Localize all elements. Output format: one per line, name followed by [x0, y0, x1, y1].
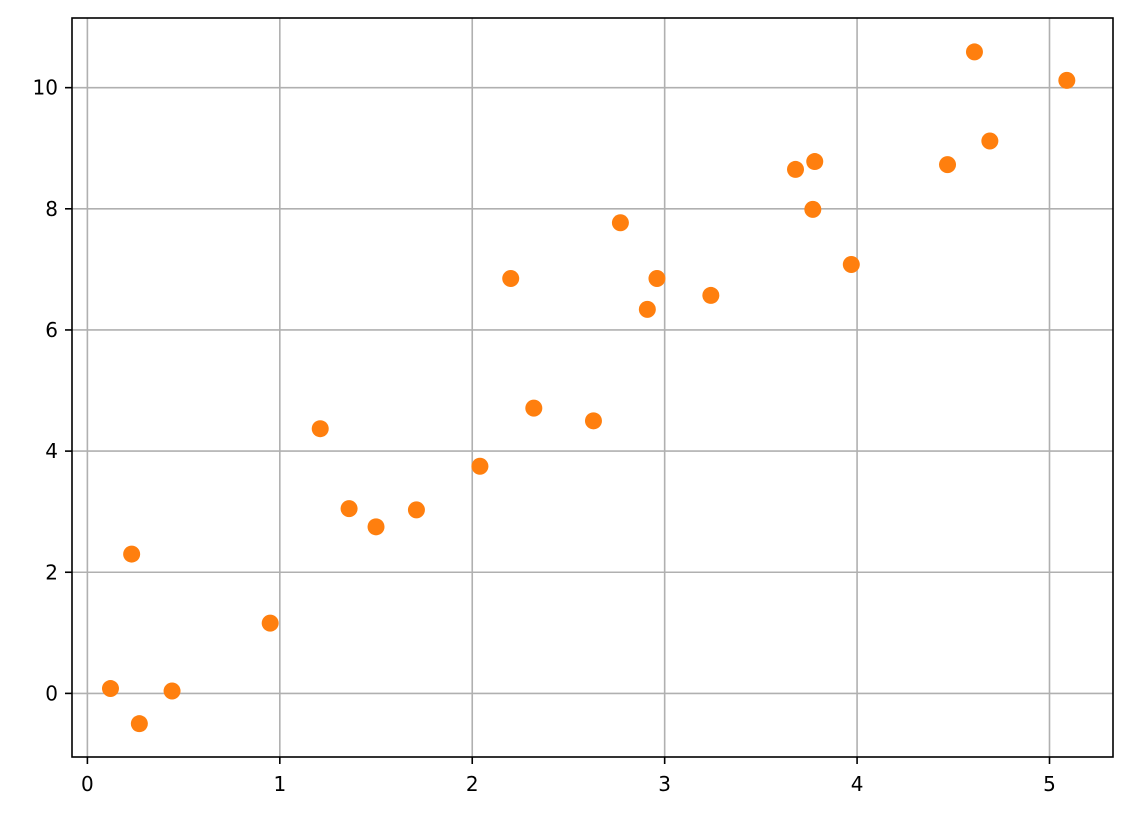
- y-tick-label-5: 10: [33, 76, 58, 100]
- data-point-13: [611, 214, 629, 232]
- data-point-6: [340, 500, 358, 518]
- data-point-5: [311, 420, 329, 438]
- y-tick-label-1: 2: [45, 560, 58, 584]
- plot-frame: [71, 17, 1114, 758]
- data-point-18: [804, 200, 822, 218]
- data-point-15: [648, 269, 666, 287]
- data-point-2: [130, 715, 148, 733]
- data-point-14: [638, 300, 656, 318]
- data-point-17: [787, 160, 805, 178]
- data-point-20: [842, 256, 860, 274]
- data-point-21: [939, 156, 957, 174]
- x-tick-label-4: 4: [851, 772, 864, 796]
- data-point-19: [806, 153, 824, 171]
- data-point-8: [407, 501, 425, 519]
- data-point-16: [702, 286, 720, 304]
- data-point-1: [123, 545, 141, 563]
- data-point-7: [367, 518, 385, 536]
- y-tick-label-2: 4: [45, 439, 58, 463]
- data-point-10: [502, 269, 520, 287]
- y-tick-label-0: 0: [45, 681, 58, 705]
- x-tick-label-1: 1: [273, 772, 286, 796]
- axes-layer: 0 1 2 3 4 5 0 2 4 6 8 10: [33, 17, 1114, 796]
- data-point-12: [584, 412, 602, 430]
- data-point-0: [101, 680, 119, 698]
- y-tick-label-4: 8: [45, 197, 58, 221]
- x-tick-label-2: 2: [466, 772, 479, 796]
- x-tick-label-3: 3: [658, 772, 671, 796]
- x-tick-label-0: 0: [81, 772, 94, 796]
- data-point-3: [163, 682, 181, 700]
- data-point-4: [261, 614, 279, 632]
- points-layer: [101, 43, 1076, 733]
- data-point-22: [965, 43, 983, 61]
- data-point-9: [471, 457, 489, 475]
- data-point-11: [525, 399, 543, 417]
- x-tick-label-5: 5: [1043, 772, 1056, 796]
- data-point-23: [981, 132, 999, 150]
- y-tick-label-3: 6: [45, 318, 58, 342]
- grid-layer: [72, 18, 1113, 757]
- data-point-24: [1058, 71, 1076, 89]
